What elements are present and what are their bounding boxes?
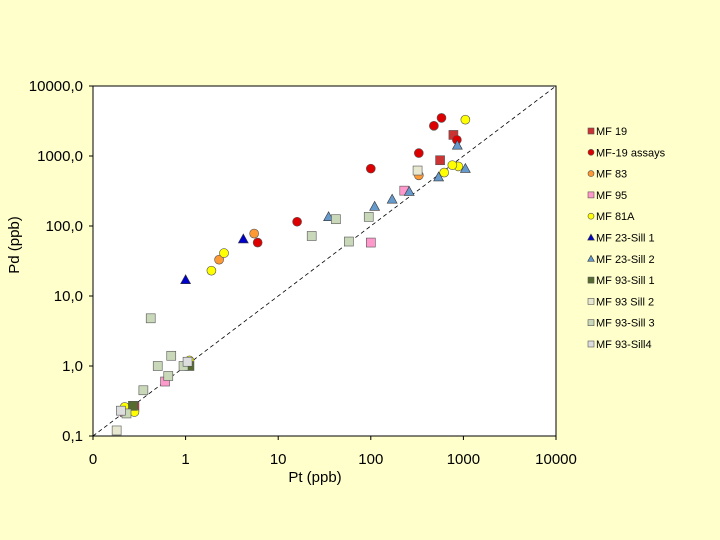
y-tick-label: 1000,0 — [37, 148, 83, 165]
data-point — [214, 254, 224, 265]
data-point — [460, 114, 471, 125]
legend-marker — [587, 233, 595, 241]
y-tick-label: 0,1 — [62, 428, 83, 445]
legend-marker — [587, 212, 595, 220]
legend-label: MF 93 Sill 2 — [596, 296, 654, 308]
legend-label: MF 23-Sill 1 — [596, 233, 655, 245]
y-tick-label: 10000,0 — [29, 78, 83, 95]
legend-marker — [587, 191, 595, 199]
data-point — [252, 237, 263, 248]
data-point — [412, 165, 423, 176]
data-point — [145, 313, 156, 324]
legend-label: MF 83 — [596, 169, 627, 181]
data-point — [180, 274, 192, 285]
legend-label: MF 23-Sill 2 — [596, 254, 655, 266]
x-tick-label: 0 — [89, 451, 97, 468]
x-axis-label: Pt (ppb) — [288, 469, 341, 486]
y-axis-label: Pd (ppb) — [6, 216, 23, 274]
data-point — [219, 248, 229, 258]
legend-label: MF 95 — [596, 190, 627, 202]
data-point — [331, 214, 341, 225]
data-point — [237, 233, 249, 244]
legend-marker — [587, 170, 595, 177]
legend-marker — [587, 254, 595, 262]
data-point — [439, 167, 449, 178]
data-point — [182, 356, 193, 367]
data-point — [111, 425, 122, 436]
data-point — [369, 200, 381, 211]
data-point — [163, 371, 174, 381]
legend-marker — [587, 149, 595, 156]
data-point — [365, 163, 376, 174]
legend-label: MF 93-Sill 3 — [596, 318, 655, 330]
legend-label: MF 93-Sill4 — [596, 339, 652, 351]
data-point — [138, 385, 149, 396]
legend-label: MF-19 assays — [596, 147, 666, 159]
data-point — [414, 148, 424, 158]
data-points — [111, 113, 471, 436]
data-point — [459, 162, 471, 173]
data-point — [206, 265, 217, 276]
x-tick-label: 10000 — [535, 451, 577, 468]
legend-marker — [587, 298, 595, 305]
legend: MF 19 MF-19 assays MF 83 MF 95 MF 81A MF 23-S… — [587, 126, 666, 351]
data-point — [344, 236, 354, 247]
data-point — [447, 160, 458, 170]
legend-marker — [587, 276, 595, 284]
x-tick-label: 1 — [181, 451, 189, 468]
legend-label: MF 81A — [596, 211, 635, 223]
x-tick-label: 100 — [358, 451, 383, 468]
data-point — [386, 193, 398, 204]
x-axis: 0 1 10 100 1000 10000 — [89, 436, 577, 468]
reference-line — [92, 85, 557, 437]
data-point — [451, 139, 463, 150]
data-point — [363, 212, 374, 222]
y-tick-label: 10,0 — [54, 288, 83, 305]
data-point — [166, 350, 177, 361]
data-point — [435, 155, 445, 166]
legend-label: MF 19 — [596, 126, 627, 138]
y-axis: 0,1 1,0 10,0 100,0 1000,0 10000,0 — [29, 78, 93, 445]
data-point — [292, 216, 302, 227]
x-tick-label: 10 — [270, 451, 287, 468]
data-point — [323, 211, 335, 222]
data-point — [365, 237, 376, 248]
data-point — [249, 228, 259, 239]
legend-marker — [587, 340, 595, 348]
legend-marker — [587, 319, 595, 327]
data-point — [128, 401, 138, 411]
data-point — [429, 121, 439, 131]
y-tick-label: 1,0 — [62, 358, 83, 375]
data-point — [436, 113, 447, 123]
data-point — [116, 405, 126, 416]
data-point — [433, 171, 445, 182]
y-tick-label: 100,0 — [45, 218, 83, 235]
data-point — [306, 231, 317, 241]
legend-marker — [587, 127, 595, 135]
x-tick-label: 1000 — [447, 451, 480, 468]
legend-label: MF 93-Sill 1 — [596, 275, 655, 287]
data-point — [152, 361, 163, 371]
data-point — [403, 185, 415, 196]
